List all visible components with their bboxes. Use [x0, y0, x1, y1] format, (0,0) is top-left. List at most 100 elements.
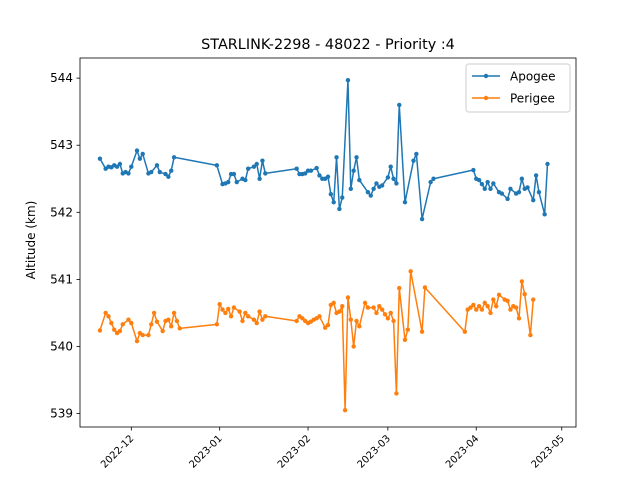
data-point — [348, 317, 353, 322]
data-point — [471, 302, 476, 308]
data-point — [431, 176, 436, 181]
data-point — [171, 310, 177, 316]
data-point — [240, 318, 245, 324]
data-point — [317, 173, 322, 178]
data-point — [226, 179, 231, 185]
data-point — [491, 181, 496, 186]
legend-label: Apogee — [510, 70, 556, 84]
data-point — [237, 309, 242, 314]
data-point — [379, 183, 385, 188]
data-point — [491, 297, 496, 302]
data-point — [166, 174, 171, 179]
data-point — [479, 307, 485, 312]
data-point — [223, 310, 228, 316]
data-point — [254, 320, 259, 326]
data-point — [371, 186, 376, 192]
y-tick-label: 544 — [50, 71, 73, 85]
data-point — [402, 200, 408, 205]
data-point — [485, 179, 490, 185]
data-point — [331, 200, 336, 205]
data-point — [322, 325, 328, 330]
data-point — [337, 309, 342, 314]
data-point — [154, 319, 160, 324]
data-point — [542, 212, 547, 217]
data-point — [348, 186, 353, 192]
data-point — [245, 314, 251, 319]
data-point — [499, 191, 505, 196]
legend-label: Perigee — [510, 92, 555, 106]
data-point — [129, 320, 134, 326]
data-point — [160, 328, 165, 334]
data-point — [260, 317, 265, 322]
data-point — [345, 77, 351, 83]
data-point — [374, 310, 379, 316]
data-point — [328, 191, 334, 197]
data-point — [531, 297, 536, 302]
legend: Apogee Perigee — [465, 63, 571, 113]
data-point — [228, 314, 234, 319]
data-point — [391, 176, 396, 181]
data-point — [488, 186, 493, 192]
data-point — [354, 318, 359, 324]
data-point — [531, 198, 536, 203]
data-point — [391, 318, 396, 324]
data-point — [151, 310, 157, 316]
data-point — [154, 163, 160, 168]
y-axis: 539 540 541 542 543 544 — [50, 71, 80, 421]
data-point — [109, 320, 114, 326]
data-point — [528, 332, 533, 338]
data-point — [513, 305, 519, 310]
data-point — [422, 285, 428, 290]
series-perigee — [97, 269, 536, 413]
legend-swatch-marker — [483, 95, 489, 101]
data-point — [482, 300, 487, 306]
data-point — [479, 181, 485, 187]
data-point — [385, 175, 391, 180]
data-point — [411, 158, 416, 163]
data-point — [519, 279, 525, 284]
data-point — [374, 181, 379, 186]
data-point — [519, 176, 525, 181]
y-tick-label: 541 — [50, 272, 73, 286]
data-point — [169, 168, 174, 173]
data-point — [371, 305, 376, 310]
data-point — [325, 174, 331, 179]
data-point — [134, 338, 140, 344]
data-point — [351, 344, 356, 349]
data-point — [493, 304, 499, 309]
data-point — [294, 318, 299, 324]
data-point — [488, 310, 493, 316]
data-point — [146, 332, 151, 338]
data-point — [476, 304, 482, 309]
data-point — [368, 193, 373, 198]
data-point — [334, 155, 339, 160]
data-point — [419, 329, 425, 334]
data-point — [157, 169, 163, 175]
data-point — [214, 322, 220, 327]
data-point — [533, 173, 539, 178]
data-point — [365, 189, 371, 195]
data-point — [485, 304, 490, 309]
data-point — [402, 337, 408, 342]
data-point — [394, 181, 399, 186]
data-point — [251, 317, 257, 322]
data-point — [243, 310, 248, 316]
data-point — [516, 316, 522, 321]
data-point — [397, 102, 402, 108]
data-point — [405, 327, 411, 332]
chart-title: STARLINK-2298 - 48022 - Priority :4 — [201, 37, 455, 53]
data-point — [231, 305, 237, 310]
data-point — [354, 155, 359, 160]
data-point — [231, 171, 237, 177]
data-point — [112, 327, 117, 332]
data-point — [263, 314, 268, 319]
data-point — [474, 307, 479, 312]
data-point — [251, 164, 257, 169]
series-apogee — [97, 77, 550, 222]
data-point — [129, 164, 134, 169]
legend-swatch-marker — [483, 73, 489, 79]
data-point — [126, 171, 131, 176]
data-point — [362, 300, 368, 306]
data-point — [505, 196, 510, 202]
